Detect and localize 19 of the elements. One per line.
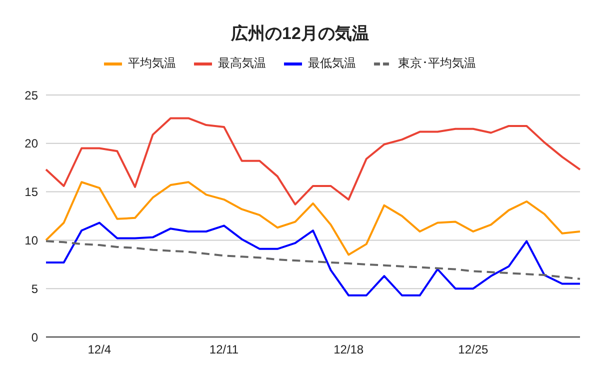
y-tick-label: 0: [31, 330, 38, 344]
x-tick-label: 12/11: [209, 342, 239, 357]
y-tick-label: 10: [24, 233, 38, 248]
legend-label: 最低気温: [307, 55, 356, 72]
line-series: [45, 117, 581, 206]
y-tick-label: 25: [24, 88, 38, 102]
line-series: [45, 222, 581, 296]
legend-label: 平均気温: [127, 55, 176, 72]
line-series: [45, 181, 581, 256]
chart-title: 広州の12月の気温: [230, 23, 370, 45]
y-tick-label: 15: [24, 185, 38, 200]
legend-label: 東京･平均気温: [397, 55, 476, 72]
x-tick-label: 12/25: [458, 342, 489, 357]
x-tick-label: 12/4: [88, 342, 112, 357]
line-series: [45, 240, 581, 280]
y-tick-label: 5: [31, 282, 38, 296]
y-tick-label: 20: [24, 136, 38, 151]
x-tick-label: 12/18: [334, 342, 364, 357]
legend-label: 最高気温: [217, 55, 266, 72]
